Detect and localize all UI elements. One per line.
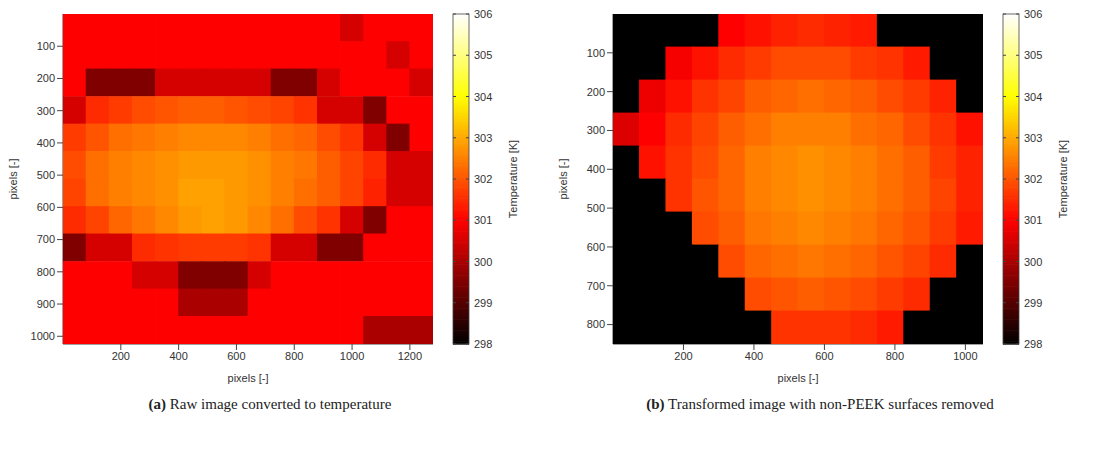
html-text:(a) Raw image converted to tem: (a) Raw image converted to temperature — [148, 396, 392, 412]
svg-text:298: 298 — [1024, 338, 1042, 350]
svg-text:306: 306 — [1024, 8, 1042, 20]
svg-text:298: 298 — [474, 338, 492, 350]
svg-text:600: 600 — [227, 350, 245, 362]
svg-text:299: 299 — [1024, 297, 1042, 309]
svg-text:299: 299 — [474, 297, 492, 309]
svg-text:600: 600 — [587, 241, 605, 253]
svg-text:400: 400 — [169, 350, 187, 362]
svg-text:Temperature [K]: Temperature [K] — [1057, 140, 1069, 218]
svg-text:700: 700 — [587, 280, 605, 292]
svg-text:200: 200 — [112, 350, 130, 362]
svg-text:500: 500 — [37, 169, 55, 181]
svg-text:303: 303 — [474, 132, 492, 144]
svg-text:1000: 1000 — [340, 350, 364, 362]
svg-text:800: 800 — [37, 266, 55, 278]
svg-text:500: 500 — [587, 202, 605, 214]
svg-text:304: 304 — [474, 91, 492, 103]
svg-text:400: 400 — [587, 163, 605, 175]
svg-text:302: 302 — [1024, 173, 1042, 185]
svg-text:200: 200 — [674, 350, 692, 362]
svg-text:303: 303 — [1024, 132, 1042, 144]
svg-text:300: 300 — [37, 105, 55, 117]
svg-text:100: 100 — [37, 40, 55, 52]
svg-text:pixels [-]: pixels [-] — [7, 159, 19, 200]
svg-text:900: 900 — [37, 298, 55, 310]
svg-text:700: 700 — [37, 233, 55, 245]
svg-text:pixels [-]: pixels [-] — [228, 372, 269, 384]
svg-text:pixels [-]: pixels [-] — [778, 372, 819, 384]
svg-text:301: 301 — [1024, 214, 1042, 226]
svg-text:1000: 1000 — [953, 350, 977, 362]
svg-text:306: 306 — [474, 8, 492, 20]
svg-text:300: 300 — [587, 124, 605, 136]
svg-text:305: 305 — [1024, 49, 1042, 61]
svg-text:800: 800 — [886, 350, 904, 362]
svg-text:800: 800 — [587, 318, 605, 330]
svg-text:Temperature [K]: Temperature [K] — [507, 140, 519, 218]
svg-text:pixels [-]: pixels [-] — [557, 159, 569, 200]
svg-text:100: 100 — [587, 47, 605, 59]
svg-text:600: 600 — [815, 350, 833, 362]
html-text:(b) Transformed image with non: (b) Transformed image with non-PEEK surf… — [646, 396, 994, 412]
svg-text:301: 301 — [474, 214, 492, 226]
svg-text:304: 304 — [1024, 91, 1042, 103]
svg-text:600: 600 — [37, 201, 55, 213]
svg-text:400: 400 — [37, 137, 55, 149]
svg-text:400: 400 — [745, 350, 763, 362]
svg-text:200: 200 — [37, 72, 55, 84]
svg-text:200: 200 — [587, 86, 605, 98]
svg-text:305: 305 — [474, 49, 492, 61]
svg-text:300: 300 — [474, 256, 492, 268]
svg-text:800: 800 — [285, 350, 303, 362]
svg-text:1000: 1000 — [31, 330, 55, 342]
svg-text:302: 302 — [474, 173, 492, 185]
svg-text:300: 300 — [1024, 256, 1042, 268]
svg-text:1200: 1200 — [398, 350, 422, 362]
